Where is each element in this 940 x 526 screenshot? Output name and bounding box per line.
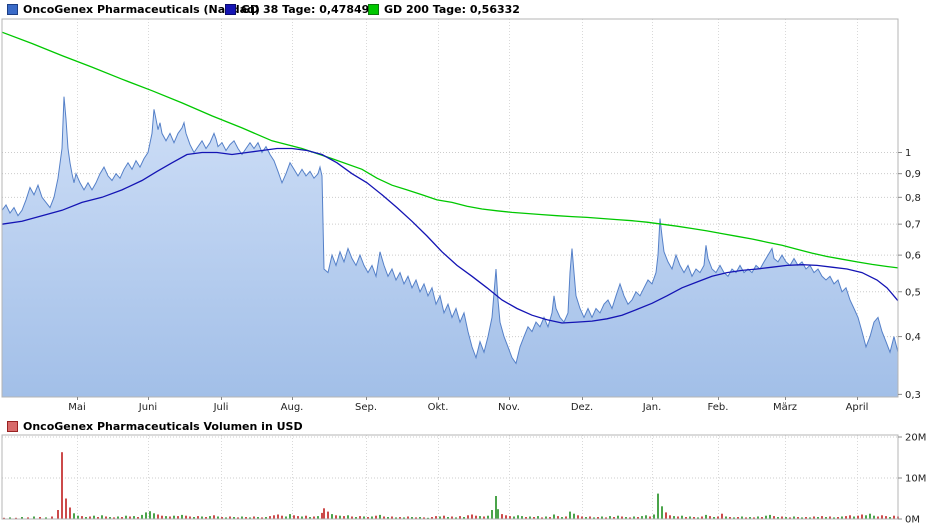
gd38-line bbox=[1, 147, 899, 324]
volume-tick-label: 20M bbox=[905, 433, 926, 444]
volume-tick-label: 0M bbox=[905, 515, 920, 526]
legend-item-gd200[interactable]: GD 200 Tage: 0,56332 bbox=[368, 3, 520, 16]
month-label: Mai bbox=[68, 402, 86, 413]
price-tick-label: 0,5 bbox=[905, 287, 921, 298]
month-label: März bbox=[773, 402, 797, 413]
volume-label: OncoGenex Pharmaceuticals Volumen in USD bbox=[23, 420, 303, 433]
price-area-series bbox=[1, 96, 899, 397]
month-label: April bbox=[846, 402, 869, 413]
month-label: Okt. bbox=[428, 402, 449, 413]
gd200-line bbox=[1, 31, 899, 269]
volume-bars bbox=[3, 452, 899, 519]
month-label: Juni bbox=[138, 402, 157, 413]
month-label: Sep. bbox=[355, 402, 377, 413]
month-label: Feb. bbox=[708, 402, 729, 413]
volume-tick-label: 10M bbox=[905, 474, 926, 485]
month-label: Aug. bbox=[281, 402, 304, 413]
month-label: Juli bbox=[213, 402, 229, 413]
volume-gridlines bbox=[2, 436, 898, 479]
month-label: Nov. bbox=[498, 402, 520, 413]
legend-item-gd38[interactable]: GD 38 Tage: 0,47849 bbox=[225, 3, 369, 16]
month-label: Jan. bbox=[642, 402, 662, 413]
price-tick-label: 0,3 bbox=[905, 390, 921, 401]
main-chart-plot-area[interactable] bbox=[2, 19, 898, 397]
price-tick-label: 0,7 bbox=[905, 220, 921, 231]
price-tick-label: 0,6 bbox=[905, 251, 921, 262]
gd38-label: GD 38 Tage: 0,47849 bbox=[241, 3, 370, 16]
price-tick-label: 1 bbox=[905, 148, 911, 159]
legend-item-price[interactable]: OncoGenex Pharmaceuticals (Nasdaq) bbox=[7, 3, 260, 16]
main-plot-border bbox=[1, 18, 899, 398]
volume-plot-area[interactable] bbox=[2, 435, 898, 519]
month-label: Dez. bbox=[571, 402, 593, 413]
gd38-swatch bbox=[225, 4, 236, 15]
price-tick-label: 0,4 bbox=[905, 332, 921, 343]
price-series-label: OncoGenex Pharmaceuticals (Nasdaq) bbox=[23, 3, 260, 16]
price-tick-label: 0,8 bbox=[905, 193, 921, 204]
volume-axis-labels: 20M 10M 0M bbox=[898, 433, 926, 526]
month-axis-labels: Mai Juni Juli Aug. Sep. Okt. Nov. Dez. Jan. Feb. M… bbox=[68, 397, 868, 413]
gd200-label: GD 200 Tage: 0,56332 bbox=[384, 3, 520, 16]
price-axis-labels: 1 0,9 0,8 0,7 0,6 0,5 0,4 0,3 bbox=[898, 148, 921, 401]
price-series-swatch bbox=[7, 4, 18, 15]
volume-swatch bbox=[7, 421, 18, 432]
gd200-swatch bbox=[368, 4, 379, 15]
volume-plot-border bbox=[1, 434, 899, 520]
legend-item-volume[interactable]: OncoGenex Pharmaceuticals Volumen in USD bbox=[7, 420, 303, 433]
price-tick-label: 0,9 bbox=[905, 169, 921, 180]
